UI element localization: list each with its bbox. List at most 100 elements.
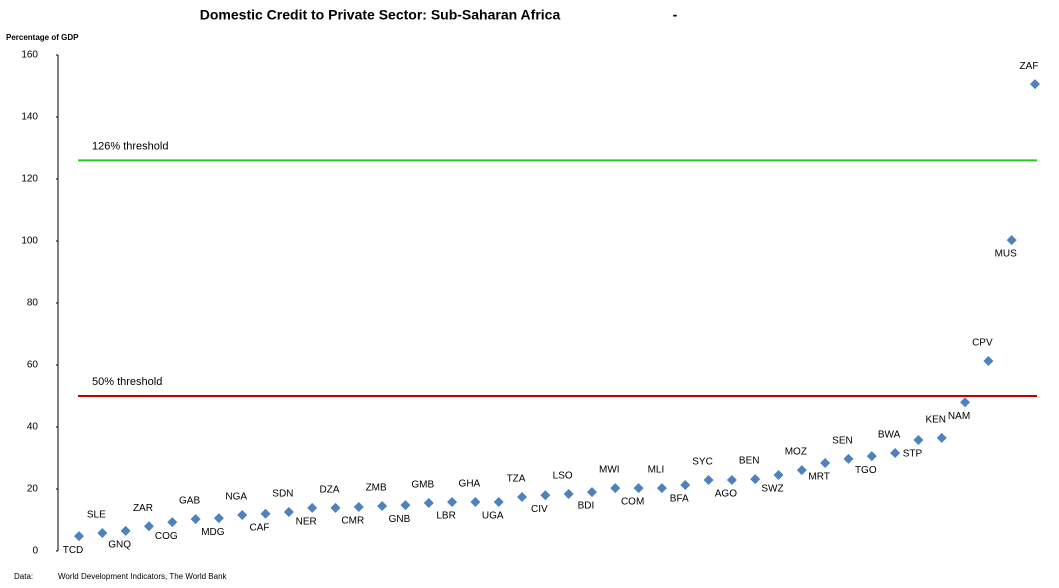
marker (540, 490, 551, 501)
marker (190, 514, 201, 525)
point-label: LBR (436, 511, 455, 522)
marker (563, 488, 574, 499)
marker (936, 432, 947, 443)
point-label: SEN (832, 436, 853, 447)
point-label: CMR (341, 516, 364, 527)
point-label: COG (155, 531, 178, 542)
point-label: CPV (972, 338, 993, 349)
marker (283, 506, 294, 517)
point-label: GNQ (108, 539, 131, 550)
y-tick-label: 0 (32, 546, 38, 557)
point-label: DZA (319, 485, 339, 496)
point-label: BFA (670, 494, 689, 505)
marker (773, 470, 784, 481)
marker (796, 465, 807, 476)
point-label: BEN (739, 456, 760, 467)
point-label: LSO (553, 471, 573, 482)
marker (213, 513, 224, 524)
point-label: GAB (179, 496, 200, 507)
title-suffix: - (673, 7, 678, 23)
marker (1006, 235, 1017, 246)
marker (703, 475, 714, 486)
point-label: COM (621, 497, 644, 508)
marker (913, 435, 924, 446)
point-label: AGO (715, 489, 737, 500)
point-label: MDG (201, 527, 225, 538)
point-label: NER (296, 517, 317, 528)
marker (423, 497, 434, 508)
marker (1030, 79, 1040, 90)
point-label: CIV (531, 504, 548, 515)
marker (237, 510, 248, 521)
marker (517, 492, 528, 503)
point-label: TGO (855, 465, 877, 476)
y-tick-label: 40 (27, 422, 39, 433)
marker (143, 521, 154, 532)
marker (120, 525, 131, 536)
marker (353, 501, 364, 512)
threshold-label: 50% threshold (92, 376, 162, 388)
y-tick-label: 20 (27, 484, 39, 495)
point-label: KEN (925, 414, 946, 425)
marker (750, 474, 761, 485)
y-tick-label: 100 (21, 236, 38, 247)
source-label: Data: (14, 572, 33, 581)
point-label: NGA (225, 492, 247, 503)
marker (610, 483, 621, 494)
marker (74, 531, 84, 542)
point-label: BDI (578, 501, 595, 512)
y-tick-label: 60 (27, 360, 39, 371)
marker (820, 457, 831, 468)
marker (97, 528, 108, 539)
marker (377, 501, 388, 512)
marker (447, 497, 458, 508)
marker (866, 451, 877, 462)
point-label: MUS (995, 249, 1018, 260)
point-label: ZMB (366, 483, 387, 494)
point-label: STP (903, 449, 923, 460)
point-label: ZAF (1020, 61, 1039, 72)
marker (843, 453, 854, 464)
marker (656, 483, 667, 494)
point-label: TZA (507, 474, 526, 485)
y-axis-label: Percentage of GDP (6, 33, 79, 42)
marker (330, 502, 341, 513)
point-label: MOZ (785, 447, 807, 458)
marker (260, 508, 271, 519)
chart-title: Domestic Credit to Private Sector: Sub-S… (200, 7, 561, 23)
point-label: CAF (250, 522, 270, 533)
marker (726, 475, 737, 486)
source: World Development Indicators, The World … (58, 572, 228, 581)
marker (493, 497, 504, 508)
marker (890, 448, 901, 459)
marker (307, 502, 318, 513)
point-label: MLI (648, 465, 665, 476)
marker (983, 355, 994, 366)
marker (470, 497, 481, 508)
y-tick-label: 80 (27, 298, 39, 309)
point-label: ZAR (133, 503, 153, 514)
point-label: GHA (459, 479, 481, 490)
point-label: MRT (808, 472, 829, 483)
y-tick-label: 120 (21, 174, 38, 185)
y-tick-label: 140 (21, 112, 38, 123)
y-tick-label: 160 (21, 50, 38, 61)
point-label: TCD (63, 545, 84, 556)
point-label: SLE (87, 510, 106, 521)
marker (633, 483, 644, 494)
point-label: NAM (948, 411, 970, 422)
marker (960, 397, 971, 408)
point-label: SWZ (761, 484, 783, 495)
point-label: SYC (692, 457, 713, 468)
marker (680, 479, 691, 490)
threshold-label: 126% threshold (92, 140, 168, 152)
point-label: GNB (389, 514, 411, 525)
point-label: GMB (411, 480, 434, 491)
marker (400, 500, 411, 511)
marker (586, 487, 597, 498)
marker (167, 517, 178, 528)
point-label: BWA (878, 430, 901, 441)
point-label: SDN (272, 489, 293, 500)
point-label: MWI (599, 465, 620, 476)
